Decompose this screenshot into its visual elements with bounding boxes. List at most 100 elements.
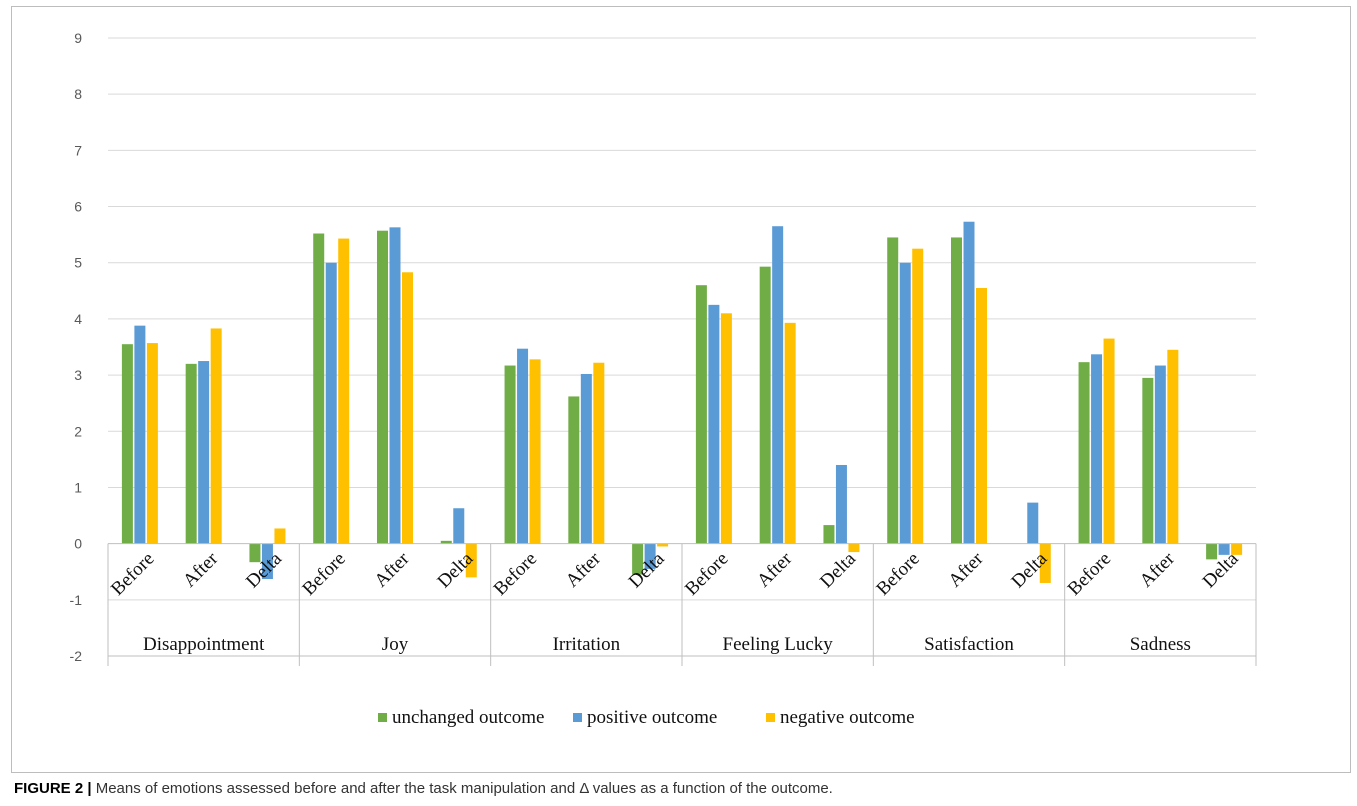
bar	[759, 266, 771, 544]
bar	[210, 328, 222, 544]
group-label: Sadness	[1130, 634, 1191, 655]
y-tick-label: 7	[74, 142, 82, 158]
bar	[389, 227, 401, 544]
bar	[963, 221, 975, 544]
legend: unchanged outcome positive outcome negativ…	[378, 707, 915, 728]
bar	[1091, 354, 1103, 544]
bar	[377, 230, 388, 544]
bar	[593, 362, 605, 544]
category-label: Before	[490, 548, 541, 599]
bar	[453, 508, 465, 544]
bar	[720, 313, 732, 544]
category-label: After	[562, 548, 606, 592]
figure-frame	[11, 6, 1351, 773]
caption-text: Means of emotions assessed before and af…	[95, 780, 833, 797]
category-label: Before	[681, 548, 732, 599]
bar	[402, 272, 413, 544]
bar	[912, 248, 924, 544]
group-labels: Disappointment Joy Irritation Feeling Lucky…	[143, 634, 1191, 655]
group-label: Satisfaction	[924, 634, 1014, 655]
bar	[1039, 543, 1051, 583]
bar	[517, 348, 529, 544]
y-tick-label: 6	[74, 199, 82, 215]
bar	[835, 464, 847, 544]
group-label: Joy	[382, 634, 409, 655]
y-tick-label: -2	[70, 648, 83, 664]
category-label: Before	[1064, 548, 1115, 599]
category-label: After	[944, 548, 988, 592]
figure-caption: FIGURE 2 | Means of emotions assessed be…	[14, 780, 1344, 797]
caption-label: FIGURE 2 |	[14, 780, 92, 797]
bar	[1206, 543, 1218, 560]
legend-label: unchanged outcome	[392, 707, 544, 728]
bar	[1218, 543, 1230, 555]
bar-chart: -2 -1 0 1 2 3 4 5 6 7 8 9 Before After Delta Before Aft…	[70, 30, 1257, 728]
legend-swatch	[378, 713, 387, 722]
bar	[146, 343, 158, 544]
bar	[887, 237, 899, 544]
group-label: Feeling Lucky	[723, 634, 834, 655]
bar	[1078, 362, 1090, 544]
bar	[1167, 349, 1179, 544]
bar	[1154, 365, 1166, 544]
bar	[185, 363, 197, 544]
category-label: Before	[872, 548, 923, 599]
bar	[274, 528, 286, 544]
category-labels: Before After Delta Before After Delta Before Af…	[107, 548, 1243, 600]
group-label: Irritation	[553, 634, 621, 655]
category-label: Delta	[625, 548, 669, 592]
category-label: Before	[107, 548, 158, 599]
y-tick-label: 5	[74, 255, 82, 271]
legend-swatch	[766, 713, 775, 722]
category-label: After	[370, 548, 414, 592]
bar	[134, 325, 146, 544]
bar	[1142, 377, 1154, 544]
legend-label: positive outcome	[587, 707, 717, 728]
bar	[632, 543, 644, 575]
y-tick-label: 0	[74, 536, 82, 552]
category-label: After	[1136, 548, 1180, 592]
legend-label: negative outcome	[780, 707, 915, 728]
bar	[848, 543, 860, 553]
y-tick-label: 1	[74, 479, 82, 495]
bar	[338, 238, 350, 544]
bar	[121, 344, 133, 544]
bar	[976, 288, 987, 544]
bars	[121, 221, 1243, 583]
bar	[325, 262, 337, 544]
y-axis-ticks: -2 -1 0 1 2 3 4 5 6 7 8 9	[70, 30, 83, 664]
bar	[657, 543, 669, 547]
bar	[1103, 338, 1115, 544]
y-tick-label: -1	[70, 592, 83, 608]
bar	[465, 543, 477, 578]
axes	[107, 543, 1257, 666]
bar	[708, 304, 720, 544]
category-label: After	[753, 548, 797, 592]
y-tick-label: 2	[74, 423, 82, 439]
bar	[198, 361, 210, 544]
y-tick-label: 8	[74, 86, 82, 102]
bar	[529, 359, 541, 544]
bar	[695, 285, 707, 544]
bar	[249, 543, 261, 563]
bar	[1027, 502, 1039, 544]
bar	[580, 373, 592, 544]
y-tick-label: 3	[74, 367, 82, 383]
bar	[951, 237, 962, 544]
bar	[440, 540, 452, 544]
category-label: Delta	[816, 548, 860, 592]
group-label: Disappointment	[143, 634, 265, 655]
y-tick-label: 4	[74, 311, 82, 327]
bar	[644, 543, 656, 569]
bar	[568, 396, 580, 544]
bar	[784, 322, 796, 544]
bar	[313, 233, 325, 544]
category-label: Delta	[242, 548, 286, 592]
y-tick-label: 9	[74, 30, 82, 46]
bar	[772, 226, 784, 544]
bar	[823, 525, 835, 544]
category-label: After	[179, 548, 223, 592]
bar	[1231, 543, 1243, 555]
bar	[504, 365, 516, 544]
bar	[261, 543, 273, 580]
